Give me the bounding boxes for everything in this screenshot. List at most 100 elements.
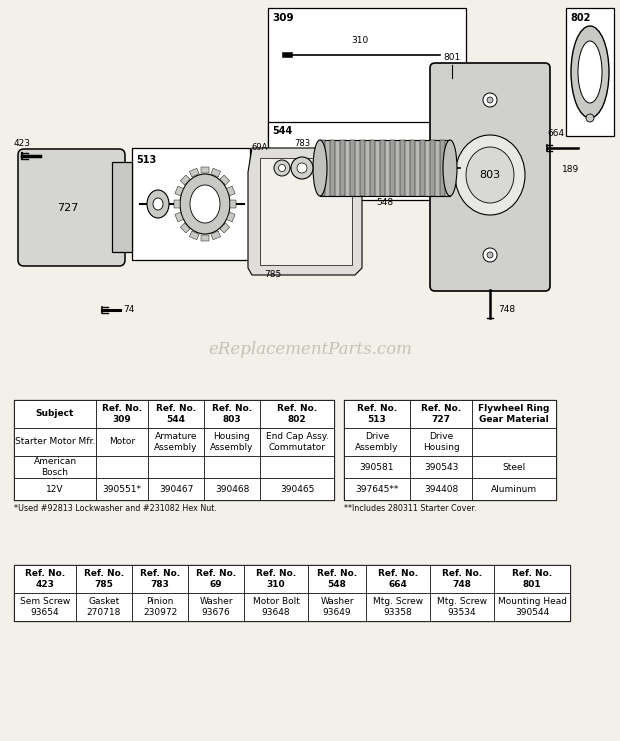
Text: 544: 544 [272,126,292,136]
Text: End Cap Assy.
Commutator: End Cap Assy. Commutator [265,433,329,451]
Bar [320,140,450,196]
Text: 394408: 394408 [424,485,458,494]
Polygon shape [248,148,362,275]
Bar [494,593,570,621]
Bar [366,593,430,621]
Bar [344,400,556,500]
Text: 783: 783 [294,139,310,148]
Text: 390543: 390543 [424,462,458,471]
Bar [14,565,76,593]
Text: 309: 309 [272,13,294,23]
Text: Gasket
270718: Gasket 270718 [87,597,121,617]
Bar [430,565,494,593]
Text: Motor Bolt
93648: Motor Bolt 93648 [252,597,299,617]
Bar [14,478,96,500]
Bar [190,168,199,177]
Bar [360,140,365,196]
Ellipse shape [571,26,609,118]
Text: Ref. No.
783: Ref. No. 783 [140,570,180,588]
Bar [566,8,614,136]
Text: 727: 727 [57,203,79,213]
Text: Washer
93676: Washer 93676 [199,597,232,617]
Text: Ref. No.
423: Ref. No. 423 [25,570,65,588]
Bar [260,456,334,478]
Bar [260,478,334,500]
Bar [340,140,345,196]
Bar [226,186,235,196]
Bar [201,167,209,173]
Bar [226,212,235,222]
Text: 548: 548 [376,198,394,207]
Text: Mtg. Screw
93358: Mtg. Screw 93358 [373,597,423,617]
Bar [204,400,260,428]
Bar [472,428,556,456]
Text: Armature
Assembly: Armature Assembly [154,433,198,451]
Bar [14,400,96,428]
Bar [390,140,395,196]
Bar [132,593,188,621]
Bar [201,235,209,241]
Ellipse shape [466,147,514,203]
Text: Ref. No.
664: Ref. No. 664 [378,570,418,588]
Bar [472,478,556,500]
Text: Ref. No.
544: Ref. No. 544 [156,405,196,424]
Text: Drive
Housing: Drive Housing [423,433,459,451]
Text: Steel: Steel [502,462,526,471]
Bar [344,478,410,500]
Text: Mounting Head
390544: Mounting Head 390544 [497,597,567,617]
FancyBboxPatch shape [18,149,125,266]
Bar [380,140,385,196]
Bar [188,593,244,621]
Bar [211,231,221,240]
Text: 801: 801 [443,53,461,62]
Text: 785: 785 [264,270,281,279]
FancyBboxPatch shape [430,63,550,291]
Text: **Includes 280311 Starter Cover.: **Includes 280311 Starter Cover. [344,504,477,513]
Text: Ref. No.
309: Ref. No. 309 [102,405,142,424]
Text: 69A: 69A [252,143,268,152]
Text: Washer
93649: Washer 93649 [321,597,354,617]
Bar [410,140,415,196]
Text: Ref. No.
548: Ref. No. 548 [317,570,357,588]
Ellipse shape [578,41,602,103]
Text: Flywheel Ring
Gear Material: Flywheel Ring Gear Material [478,405,550,424]
Bar [180,223,190,233]
Text: 390465: 390465 [280,485,314,494]
Bar [14,428,96,456]
Text: 748: 748 [498,305,515,314]
Ellipse shape [586,114,594,122]
Bar [148,456,204,478]
Text: 390551*: 390551* [102,485,141,494]
Bar [420,140,425,196]
Bar [244,593,308,621]
Bar [410,478,472,500]
Bar [220,223,230,233]
Ellipse shape [147,190,169,218]
Bar [410,456,472,478]
Text: 802: 802 [570,13,590,23]
Text: eReplacementParts.com: eReplacementParts.com [208,342,412,359]
Text: Housing
Assembly: Housing Assembly [210,433,254,451]
Bar [190,231,199,240]
Text: Ref. No.
803: Ref. No. 803 [212,405,252,424]
Ellipse shape [190,185,220,223]
Bar [204,428,260,456]
Text: 12V: 12V [46,485,64,494]
Text: Motor: Motor [109,437,135,447]
Text: American
Bosch: American Bosch [33,457,76,476]
Text: 189: 189 [562,165,579,174]
Polygon shape [260,158,352,265]
Bar [268,8,466,146]
Text: Ref. No.
727: Ref. No. 727 [421,405,461,424]
Bar [494,565,570,593]
Text: Pinion
230972: Pinion 230972 [143,597,177,617]
Ellipse shape [487,97,493,103]
Text: Mtg. Screw
93534: Mtg. Screw 93534 [437,597,487,617]
Bar [308,565,366,593]
Bar [175,186,184,196]
Text: Ref. No.
802: Ref. No. 802 [277,405,317,424]
Bar [430,593,494,621]
Bar [148,428,204,456]
Ellipse shape [483,248,497,262]
Bar [344,428,410,456]
